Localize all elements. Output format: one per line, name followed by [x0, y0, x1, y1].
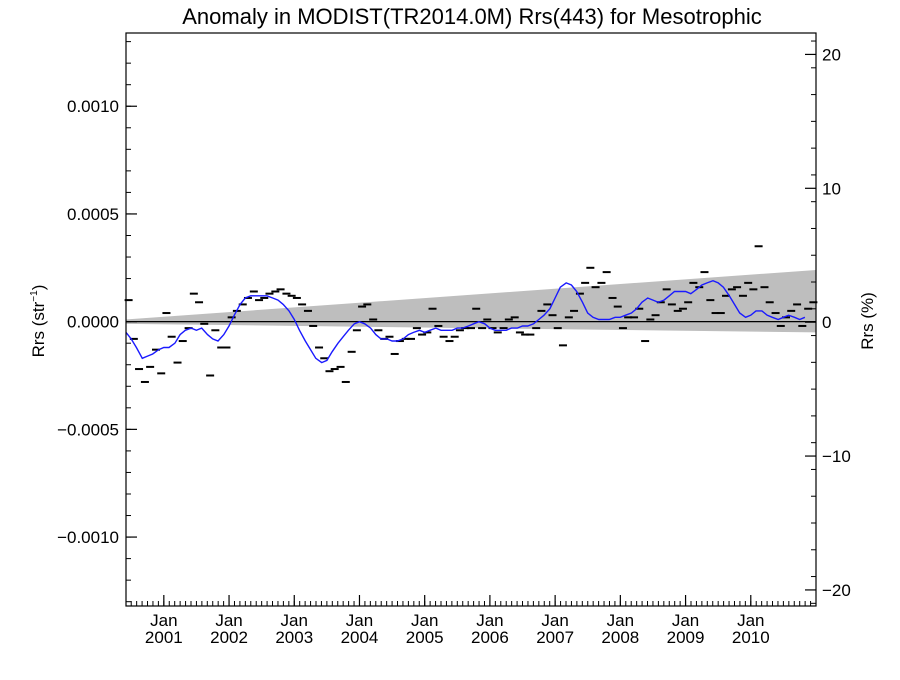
plot-frame	[125, 32, 817, 607]
x-axis: Jan2001Jan2002Jan2003Jan2004Jan2005Jan20…	[130, 595, 817, 647]
trend-confidence-band	[126, 269, 816, 333]
y-tick-label: −0.0010	[57, 528, 119, 547]
y2-tick-label: 0	[822, 313, 831, 332]
x-tick-label-year: 2009	[667, 628, 705, 647]
x-tick-label-year: 2002	[210, 628, 248, 647]
y-axis-label-superscript: −1	[29, 290, 40, 302]
x-tick-label-month: Jan	[215, 611, 242, 630]
x-tick-label-month: Jan	[476, 611, 503, 630]
x-tick-label-year: 2001	[145, 628, 183, 647]
x-tick-label-month: Jan	[672, 611, 699, 630]
x-tick-label-month: Jan	[346, 611, 373, 630]
running-mean-line	[125, 279, 806, 364]
x-tick-label-year: 2007	[536, 628, 574, 647]
x-tick-label-month: Jan	[737, 611, 764, 630]
x-tick-label-year: 2006	[471, 628, 509, 647]
x-tick-label-year: 2010	[732, 628, 770, 647]
x-tick-label-month: Jan	[541, 611, 568, 630]
x-tick-label-month: Jan	[150, 611, 177, 630]
chart-title: Anomaly in MODIST(TR2014.0M) Rrs(443) fo…	[182, 4, 762, 29]
x-tick-label-month: Jan	[411, 611, 438, 630]
trend-band-polygon	[126, 269, 816, 333]
plot-border	[125, 32, 817, 607]
y2-axis-label: Rrs (%)	[858, 292, 877, 350]
y2-tick-label: 20	[822, 45, 841, 64]
y2-tick-label: −10	[822, 447, 851, 466]
y2-tick-label: 10	[822, 179, 841, 198]
x-tick-label-year: 2004	[341, 628, 379, 647]
monthly-anomaly-markers	[124, 245, 818, 383]
left-y-axis: 0.0010 0.0005 0.0000 −0.0005 −0.0010	[57, 41, 137, 603]
x-tick-label-month: Jan	[281, 611, 308, 630]
y-axis-label-close: )	[29, 285, 48, 291]
y-tick-label: 0.0005	[67, 205, 119, 224]
right-y-axis: 20 10 0 −10 −20	[805, 40, 851, 604]
y-tick-label: 0.0010	[67, 97, 119, 116]
y-axis-label-main: Rrs (str	[29, 301, 48, 357]
running-mean-path	[125, 279, 806, 364]
y-axis-label: Rrs (str−1)	[29, 285, 48, 358]
x-tick-label-year: 2005	[406, 628, 444, 647]
x-tick-label-month: Jan	[607, 611, 634, 630]
x-tick-label-year: 2003	[275, 628, 313, 647]
y-tick-label: −0.0005	[57, 420, 119, 439]
y-tick-label: 0.0000	[67, 313, 119, 332]
y2-tick-label: −20	[822, 581, 851, 600]
x-tick-label-year: 2008	[601, 628, 639, 647]
